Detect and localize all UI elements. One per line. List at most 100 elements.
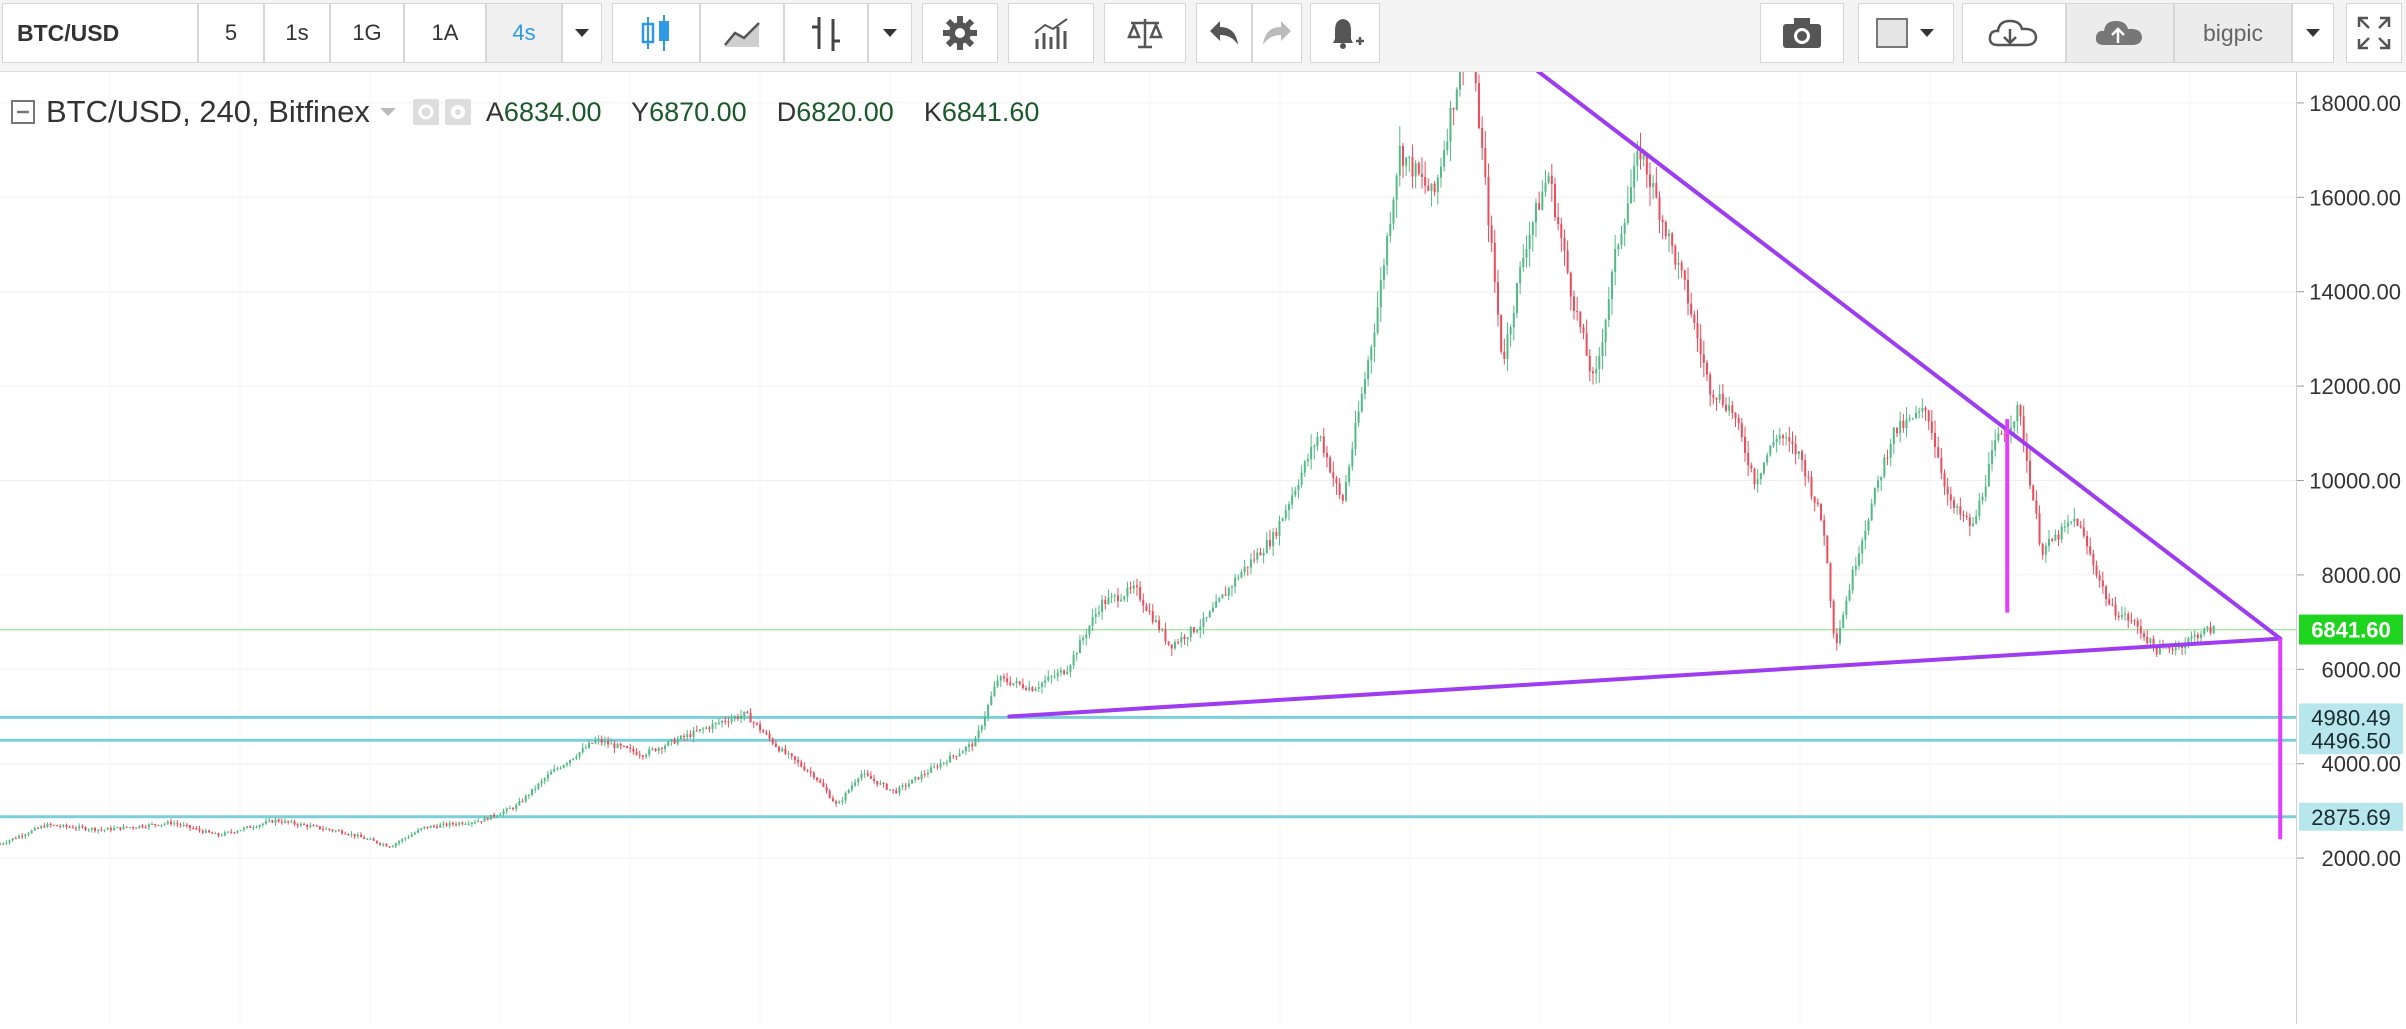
candle-body (1813, 496, 1816, 503)
chevron-down-icon[interactable] (378, 105, 398, 119)
candle-body (328, 828, 331, 830)
alert-button[interactable] (1310, 3, 1380, 63)
collapse-icon[interactable] (10, 99, 36, 125)
interval-1g-button[interactable]: 1G (330, 3, 404, 63)
candle-body (1747, 452, 1750, 466)
interval-dropdown-button[interactable] (562, 3, 602, 63)
candle-body (904, 785, 907, 787)
candle-body (2117, 615, 2120, 618)
interval-4s-button[interactable]: 4s (486, 3, 562, 63)
candle-body (296, 824, 299, 826)
candle-body (90, 828, 93, 830)
candle-body (1075, 653, 1078, 655)
eye-icon[interactable] (412, 98, 440, 126)
gear-icon[interactable] (444, 98, 472, 126)
indicators-button[interactable] (784, 3, 868, 63)
candle-body (2105, 586, 2108, 600)
candle-body (1427, 185, 1430, 191)
candle-body (1430, 183, 1433, 191)
load-layout-button[interactable] (1962, 3, 2066, 63)
candle-body (949, 755, 952, 763)
candle-body (961, 751, 964, 754)
area-chart-button[interactable] (700, 3, 784, 63)
candle-body (1715, 397, 1718, 400)
compare-icon (1034, 18, 1068, 49)
candle-body (876, 780, 879, 785)
candle-body (1772, 442, 1775, 446)
candle-body (1696, 322, 1699, 339)
candle-body (1810, 477, 1813, 497)
candle-body (1294, 490, 1297, 496)
candle-body (1227, 587, 1230, 596)
candle-body (2, 843, 5, 845)
candle-body (1652, 183, 1655, 187)
candle-body (1927, 410, 1930, 422)
candle-body (1994, 440, 1997, 451)
save-layout-button[interactable] (2066, 3, 2174, 63)
interval-1a-button[interactable]: 1A (404, 3, 486, 63)
candle-body (144, 827, 147, 829)
candle-body (2139, 626, 2142, 634)
redo-button[interactable] (1252, 3, 1302, 63)
candle-body (1978, 500, 1981, 517)
candle-body (1930, 421, 1933, 434)
candle-body (2149, 638, 2152, 643)
candle-body (933, 766, 936, 768)
candle-body (1877, 480, 1880, 488)
candle-body (2044, 545, 2047, 555)
candle-body (309, 825, 312, 828)
candle-body (1341, 494, 1344, 501)
candle-body (1566, 250, 1569, 273)
candle-body (2111, 604, 2114, 606)
candle-body (1215, 601, 1218, 608)
candle-body (195, 828, 198, 830)
candle-body (1743, 436, 1746, 453)
scale-button[interactable] (1104, 3, 1186, 63)
fullscreen-button[interactable] (2346, 3, 2402, 63)
y-tick-label: 8000.00 (2321, 563, 2401, 588)
candle-body (1731, 405, 1734, 414)
candle-body (752, 722, 755, 724)
series-title[interactable]: BTC/USD, 240, Bitfinex (46, 94, 370, 129)
candle-body (1500, 314, 1503, 352)
candle-body (537, 783, 540, 789)
settings-button[interactable] (922, 3, 998, 63)
price-axis[interactable]: 2000.00 4000.00 6000.00 8000.00 10000.00 1200… (2296, 0, 2406, 1024)
interval-5-button[interactable]: 5 (198, 3, 264, 63)
compare-button[interactable] (1008, 3, 1094, 63)
color-theme-button[interactable] (1858, 3, 1954, 63)
snapshot-button[interactable] (1760, 3, 1844, 63)
candle-body (249, 826, 252, 828)
candle-body (2070, 521, 2073, 523)
undo-button[interactable] (1196, 3, 1252, 63)
account-label[interactable]: bigpic (2174, 3, 2292, 63)
symbol-input[interactable]: BTC/USD (2, 3, 198, 63)
candle-body (1886, 457, 1889, 459)
candle-body (239, 830, 242, 832)
candle-body (455, 824, 458, 826)
candle-body (1633, 165, 1636, 188)
candle-body (1072, 654, 1075, 666)
chart-pane[interactable] (0, 8, 2296, 1024)
candle-body (293, 821, 296, 825)
candles-button[interactable] (612, 3, 700, 63)
candle-body (1449, 108, 1452, 142)
price-chart[interactable] (0, 8, 2296, 1024)
candle-body (930, 767, 933, 773)
candle-body (2146, 637, 2149, 643)
candle-body (350, 833, 353, 835)
candle-body (1953, 500, 1956, 508)
interval-1s-button[interactable]: 1s (264, 3, 330, 63)
candle-body (189, 825, 192, 828)
account-dropdown-button[interactable] (2292, 3, 2334, 63)
candle-body (1120, 599, 1123, 602)
candle-body (204, 830, 207, 833)
level-price-tag (2299, 802, 2403, 831)
candle-body (1006, 678, 1009, 683)
chart-type-dropdown-button[interactable] (868, 3, 912, 63)
candle-body (331, 829, 334, 831)
candle-body (847, 789, 850, 793)
candle-body (1832, 601, 1835, 634)
candle-body (622, 745, 625, 747)
candle-body (629, 747, 632, 749)
